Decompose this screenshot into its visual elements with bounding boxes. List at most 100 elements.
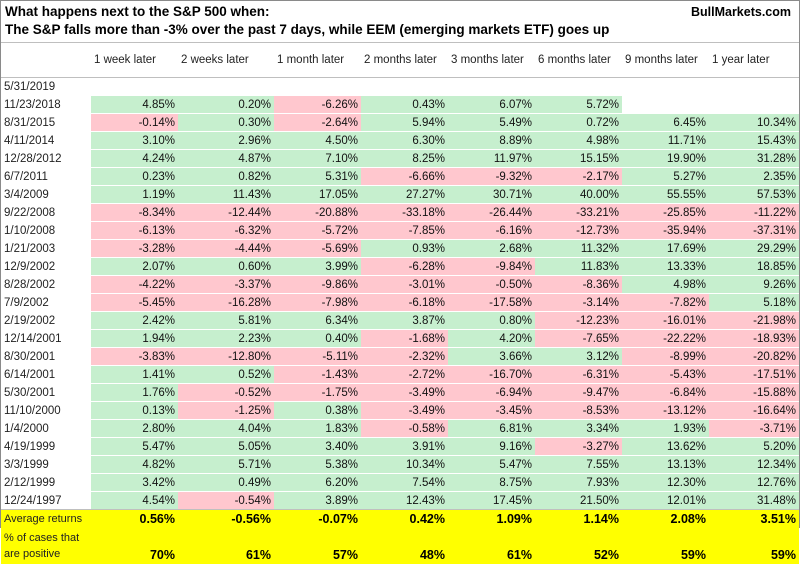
return-cell: -15.88% (709, 383, 799, 402)
return-cell: -18.93% (709, 329, 799, 348)
return-cell: -11.22% (709, 203, 799, 222)
return-cell: -3.27% (535, 437, 622, 456)
table-row: 3/3/1999 4.82% 5.71% 5.38% 10.34% 5.47% 7.55% 1… (1, 455, 799, 474)
return-cell: 2.68% (448, 239, 535, 258)
return-cell: -4.22% (91, 275, 178, 294)
return-cell: -8.99% (622, 347, 709, 366)
table-row: 5/30/2001 1.76% -0.52% -1.75% -3.49% -6.94% -9… (1, 383, 799, 402)
return-cell: 0.52% (178, 365, 274, 384)
return-cell: -12.23% (535, 311, 622, 330)
return-cell: -0.52% (178, 383, 274, 402)
return-cell: 0.72% (535, 113, 622, 132)
date-column-header (1, 42, 91, 78)
return-cell: 3.42% (91, 473, 178, 492)
return-cell: 2.80% (91, 419, 178, 438)
return-cell: 4.87% (178, 149, 274, 168)
table-row: 11/23/2018 4.85% 0.20% -6.26% 0.43% 6.07% 5.72… (1, 95, 799, 114)
return-cell: -8.34% (91, 203, 178, 222)
table-row: 2/19/2002 2.42% 5.81% 6.34% 3.87% 0.80% -12.23… (1, 311, 799, 330)
return-cell: -7.65% (535, 329, 622, 348)
return-cell: -1.43% (274, 365, 361, 384)
row-date: 11/10/2000 (1, 401, 91, 420)
return-cell: -17.51% (709, 365, 799, 384)
return-cell: -12.44% (178, 203, 274, 222)
return-cell: 0.13% (91, 401, 178, 420)
return-cell: 3.87% (361, 311, 448, 330)
return-cell: -6.28% (361, 257, 448, 276)
return-cell: 12.34% (709, 455, 799, 474)
return-cell: 2.07% (91, 257, 178, 276)
return-cell: -9.47% (535, 383, 622, 402)
table-row: 11/10/2000 0.13% -1.25% 0.38% -3.49% -3.45% -8… (1, 401, 799, 420)
table-row: 8/28/2002 -4.22% -3.37% -9.86% -3.01% -0.50% -… (1, 275, 799, 294)
return-cell: -13.12% (622, 401, 709, 420)
return-cell: -3.71% (709, 419, 799, 438)
return-cell: 31.48% (709, 491, 799, 510)
return-cell: 5.81% (178, 311, 274, 330)
return-cell: 10.34% (361, 455, 448, 474)
return-cell: 5.71% (178, 455, 274, 474)
percent-positive-value: 48% (361, 528, 448, 564)
return-cell: 11.97% (448, 149, 535, 168)
return-cell: -0.54% (178, 491, 274, 510)
return-cell: 11.43% (178, 185, 274, 204)
return-cell: -8.53% (535, 401, 622, 420)
row-date: 7/9/2002 (1, 293, 91, 312)
return-cell: 5.47% (448, 455, 535, 474)
row-date: 5/31/2019 (1, 77, 91, 96)
return-cell: 9.16% (448, 437, 535, 456)
return-cell: 17.05% (274, 185, 361, 204)
return-cell: 13.62% (622, 437, 709, 456)
percent-positive-value: 59% (709, 528, 799, 564)
return-cell (91, 77, 178, 96)
return-cell: -16.01% (622, 311, 709, 330)
return-cell: 30.71% (448, 185, 535, 204)
return-cell: -6.31% (535, 365, 622, 384)
return-cell: -5.11% (274, 347, 361, 366)
table-row: 9/22/2008 -8.34% -12.44% -20.88% -33.18% -26.… (1, 203, 799, 222)
return-cell: -9.32% (448, 167, 535, 186)
return-cell: 11.32% (535, 239, 622, 258)
return-cell: 12.01% (622, 491, 709, 510)
return-cell: 1.76% (91, 383, 178, 402)
percent-positive-value: 57% (274, 528, 361, 564)
title-line-2: The S&P falls more than -3% over the pas… (5, 22, 610, 37)
return-cell: -33.18% (361, 203, 448, 222)
row-date: 6/7/2011 (1, 167, 91, 186)
table-row: 6/14/2001 1.41% 0.52% -1.43% -2.72% -16.70% -6… (1, 365, 799, 384)
return-cell: 1.19% (91, 185, 178, 204)
average-value: 3.51% (709, 509, 799, 529)
return-cell: 1.94% (91, 329, 178, 348)
return-cell: -7.82% (622, 293, 709, 312)
return-cell: 13.13% (622, 455, 709, 474)
return-cell: 10.34% (709, 113, 799, 132)
return-cell: 6.34% (274, 311, 361, 330)
return-cell: 27.27% (361, 185, 448, 204)
return-cell: 13.33% (622, 257, 709, 276)
row-date: 11/23/2018 (1, 95, 91, 114)
return-cell: -16.70% (448, 365, 535, 384)
return-cell: -12.73% (535, 221, 622, 240)
return-cell: 5.72% (535, 95, 622, 114)
return-cell (535, 77, 622, 96)
return-cell: 9.26% (709, 275, 799, 294)
return-cell: 15.15% (535, 149, 622, 168)
return-cell: -3.83% (91, 347, 178, 366)
return-cell: -16.64% (709, 401, 799, 420)
average-returns-label: Average returns (1, 509, 91, 529)
return-cell: -8.36% (535, 275, 622, 294)
return-cell: 8.89% (448, 131, 535, 150)
return-cell: -20.88% (274, 203, 361, 222)
return-cell: 11.71% (622, 131, 709, 150)
return-cell: 12.30% (622, 473, 709, 492)
percent-positive-label: % of cases that are positive (1, 528, 91, 564)
return-cell: -3.49% (361, 401, 448, 420)
return-cell: 55.55% (622, 185, 709, 204)
row-date: 12/14/2001 (1, 329, 91, 348)
table-row: 1/21/2003 -3.28% -4.44% -5.69% 0.93% 2.68% 11.… (1, 239, 799, 258)
return-cell: 3.34% (535, 419, 622, 438)
average-value: 1.09% (448, 509, 535, 529)
percent-positive-label-line-2: are positive (4, 547, 61, 560)
return-cell (622, 95, 709, 114)
return-cell: 18.85% (709, 257, 799, 276)
